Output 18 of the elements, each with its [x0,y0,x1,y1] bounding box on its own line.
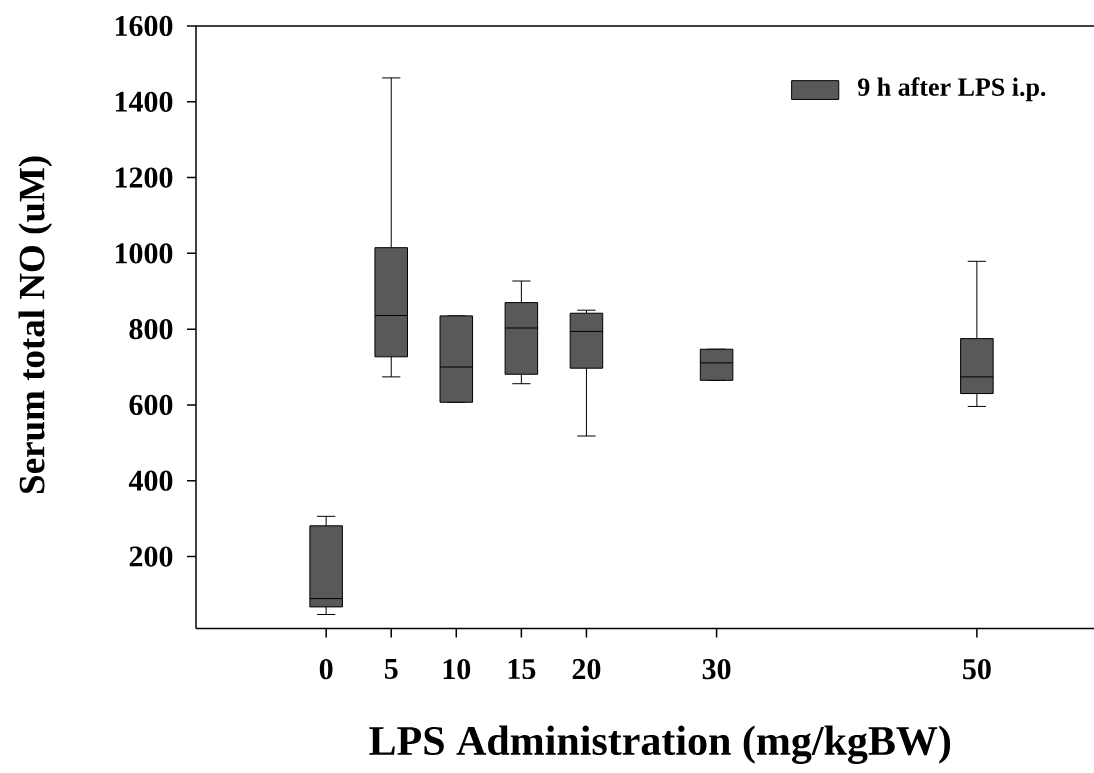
y-tick-label: 1000 [115,243,173,264]
y-tick-label: 400 [128,470,173,491]
y-tick-label: 600 [129,394,173,416]
y-tick-label: 200 [129,546,173,567]
y-tick-label: 1600 [115,15,173,37]
x-tick-label: 50 [963,659,991,680]
x-axis-title: LPS Administration (mg/kgBW) [369,725,951,764]
y-tick-label: 1200 [115,167,173,188]
x-tick-label: 5 [384,659,398,679]
x-tick-label: 15 [508,659,536,680]
y-tick-label: 800 [129,319,173,340]
x-tick-label: 10 [443,659,471,680]
x-tick-label: 0 [319,659,333,680]
legend-label: 9 h after LPS i.p. [857,77,1046,102]
x-tick-label: 30 [702,659,731,680]
x-tick-label: 20 [572,659,601,680]
y-axis-title: Serum total NO (uM) [18,156,53,493]
y-tick-label: 1400 [115,91,173,112]
